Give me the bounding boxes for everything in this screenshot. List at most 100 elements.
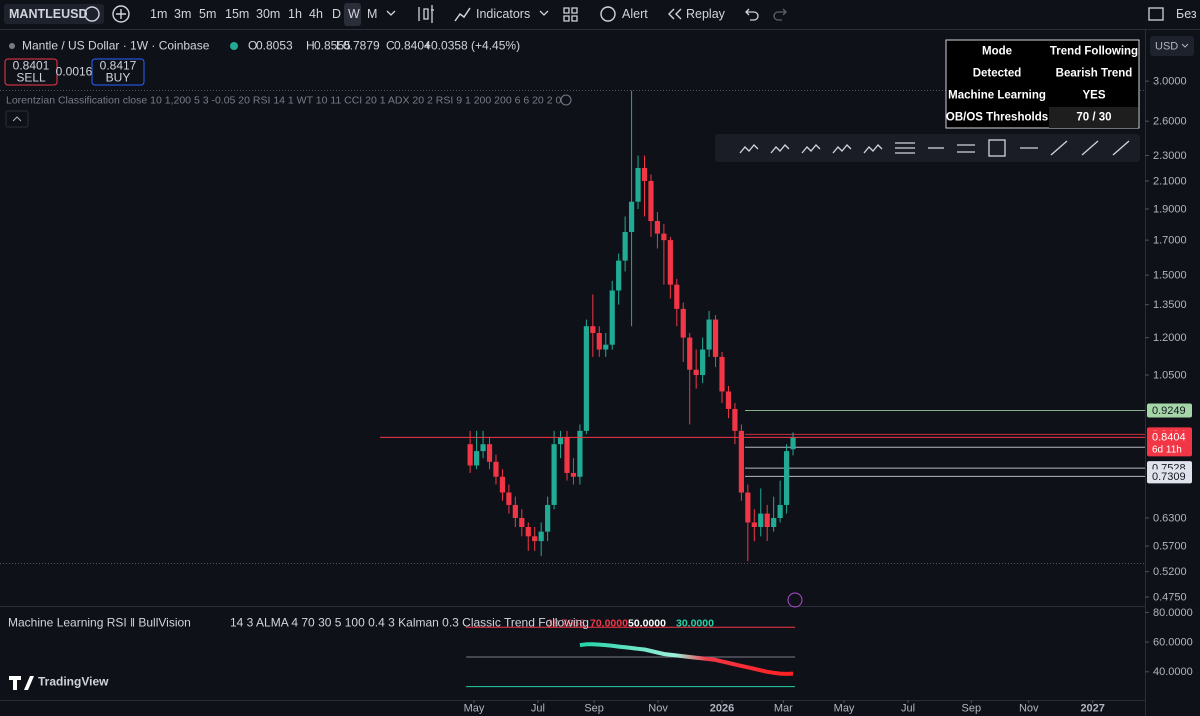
- interval[interactable]: 1h: [288, 7, 302, 21]
- interval[interactable]: M: [367, 7, 377, 21]
- x-tick-label: Sep: [584, 702, 604, 714]
- alert-button[interactable]: Alert: [622, 7, 648, 21]
- candle-body: [532, 536, 538, 542]
- candle-body: [519, 517, 525, 528]
- y-tick-label: 1.2000: [1153, 332, 1187, 344]
- interval[interactable]: 30m: [256, 7, 280, 21]
- candle-body: [570, 472, 577, 477]
- ohlc-value: 0.8053: [256, 39, 293, 53]
- currency-more[interactable]: [1181, 43, 1189, 48]
- candle-body: [745, 492, 751, 523]
- candle-body: [622, 232, 628, 261]
- buy-price[interactable]: 0.8417: [100, 59, 137, 73]
- ohlc-value: 0.8404: [394, 39, 431, 53]
- sell-price[interactable]: 0.8401: [13, 59, 50, 73]
- x-tick-label: Jul: [531, 702, 545, 714]
- price-label: 0.7309: [1152, 471, 1186, 483]
- candle-body: [577, 430, 583, 477]
- collapse-icon: [12, 116, 22, 122]
- table-key: Detected: [973, 68, 1022, 80]
- candle-body: [738, 430, 744, 493]
- indicator-legend: Lorentzian Classification close 10 1,200…: [6, 94, 561, 106]
- compare-button[interactable]: [112, 5, 130, 23]
- candle-body: [557, 437, 564, 445]
- candle-body: [635, 167, 641, 202]
- symbol[interactable]: MANTLEUSD: [9, 7, 87, 21]
- last-price-label: 0.8404: [1152, 432, 1186, 444]
- interval[interactable]: 5m: [199, 7, 216, 21]
- y-tick-label: 0.6300: [1153, 512, 1187, 524]
- compare-plus: [116, 9, 126, 19]
- indicators-icon[interactable]: [454, 7, 471, 22]
- candle-body: [680, 308, 686, 338]
- buy-button[interactable]: [91, 58, 145, 86]
- interval[interactable]: 15m: [225, 7, 249, 21]
- symbol-icon[interactable]: [84, 6, 100, 22]
- candle-body: [648, 180, 654, 222]
- candle-body: [590, 326, 596, 333]
- sell-button[interactable]: [4, 58, 58, 86]
- candle-body: [603, 344, 609, 350]
- table-key: OB/OS Thresholds: [946, 112, 1048, 124]
- candle-body: [609, 290, 615, 345]
- price-label-bg: [1147, 403, 1192, 418]
- ohlc-value: 0.7879: [343, 39, 380, 53]
- candle-body: [725, 391, 732, 409]
- currency[interactable]: USD: [1155, 40, 1178, 52]
- info-table: Mode Trend Following Detected Bearish Trend…: [945, 39, 1140, 129]
- candle-body: [551, 444, 557, 505]
- table-value: Trend Following: [1050, 46, 1138, 58]
- candle-body: [687, 337, 693, 370]
- candle-body: [661, 233, 667, 241]
- candle-body: [712, 319, 719, 357]
- indicators-button[interactable]: Indicators: [476, 7, 530, 21]
- rsi-level-label: 50.0000: [628, 617, 666, 629]
- replay-button[interactable]: Replay: [686, 7, 726, 21]
- candle-body: [506, 492, 512, 505]
- rsi-value: 38.7966: [547, 617, 585, 629]
- drawing-tools[interactable]: [739, 139, 1130, 157]
- buy-label[interactable]: BUY: [106, 71, 131, 85]
- layout-button[interactable]: [563, 7, 578, 22]
- x-tick-label: Jul: [901, 702, 915, 714]
- y-tick-label: 1.9000: [1153, 203, 1187, 215]
- candle-body: [764, 513, 770, 528]
- candle-body: [564, 437, 570, 473]
- interval-more[interactable]: [386, 10, 396, 16]
- interval[interactable]: 4h: [309, 7, 323, 21]
- interval[interactable]: 3m: [174, 7, 191, 21]
- indicators-more[interactable]: [539, 10, 549, 16]
- interval[interactable]: 1m: [150, 7, 167, 21]
- redo-button[interactable]: [773, 8, 787, 21]
- undo-button[interactable]: [745, 8, 759, 21]
- events-icon[interactable]: [787, 592, 803, 608]
- symbol-box[interactable]: [4, 4, 104, 24]
- candle-body: [628, 201, 635, 233]
- rsi-level-label: 70.0000: [590, 617, 628, 629]
- interval[interactable]: W: [348, 7, 360, 21]
- table-key: Machine Learning: [948, 90, 1046, 102]
- hide-indicator[interactable]: [560, 94, 572, 106]
- y-tick-label: 1.3500: [1153, 299, 1187, 311]
- replay-icon[interactable]: [668, 8, 682, 20]
- logo: TradingView: [38, 675, 109, 689]
- rsi-name: Machine Learning RSI ‖ BullVision: [8, 616, 191, 630]
- window-button[interactable]: [1148, 7, 1164, 21]
- interval[interactable]: D: [332, 7, 341, 21]
- y-tick-label: 1.7000: [1153, 235, 1187, 247]
- candle-body: [719, 356, 725, 392]
- ohlc-label: H: [306, 39, 315, 53]
- candle-body: [512, 504, 518, 518]
- chart-type-button[interactable]: [418, 5, 434, 23]
- candle-body: [732, 408, 738, 431]
- x-tick-label: Sep: [961, 702, 981, 714]
- currency-box[interactable]: [1150, 36, 1194, 56]
- x-tick-label: Nov: [1019, 702, 1039, 714]
- price-label-bg: [1147, 469, 1192, 484]
- collapse-button[interactable]: [5, 110, 29, 128]
- spread: 0.0016: [56, 65, 93, 79]
- alert-icon[interactable]: [600, 6, 616, 22]
- y-tick-label: 2.3000: [1153, 150, 1187, 162]
- sell-label[interactable]: SELL: [16, 71, 46, 85]
- symbol-dot: [9, 43, 15, 49]
